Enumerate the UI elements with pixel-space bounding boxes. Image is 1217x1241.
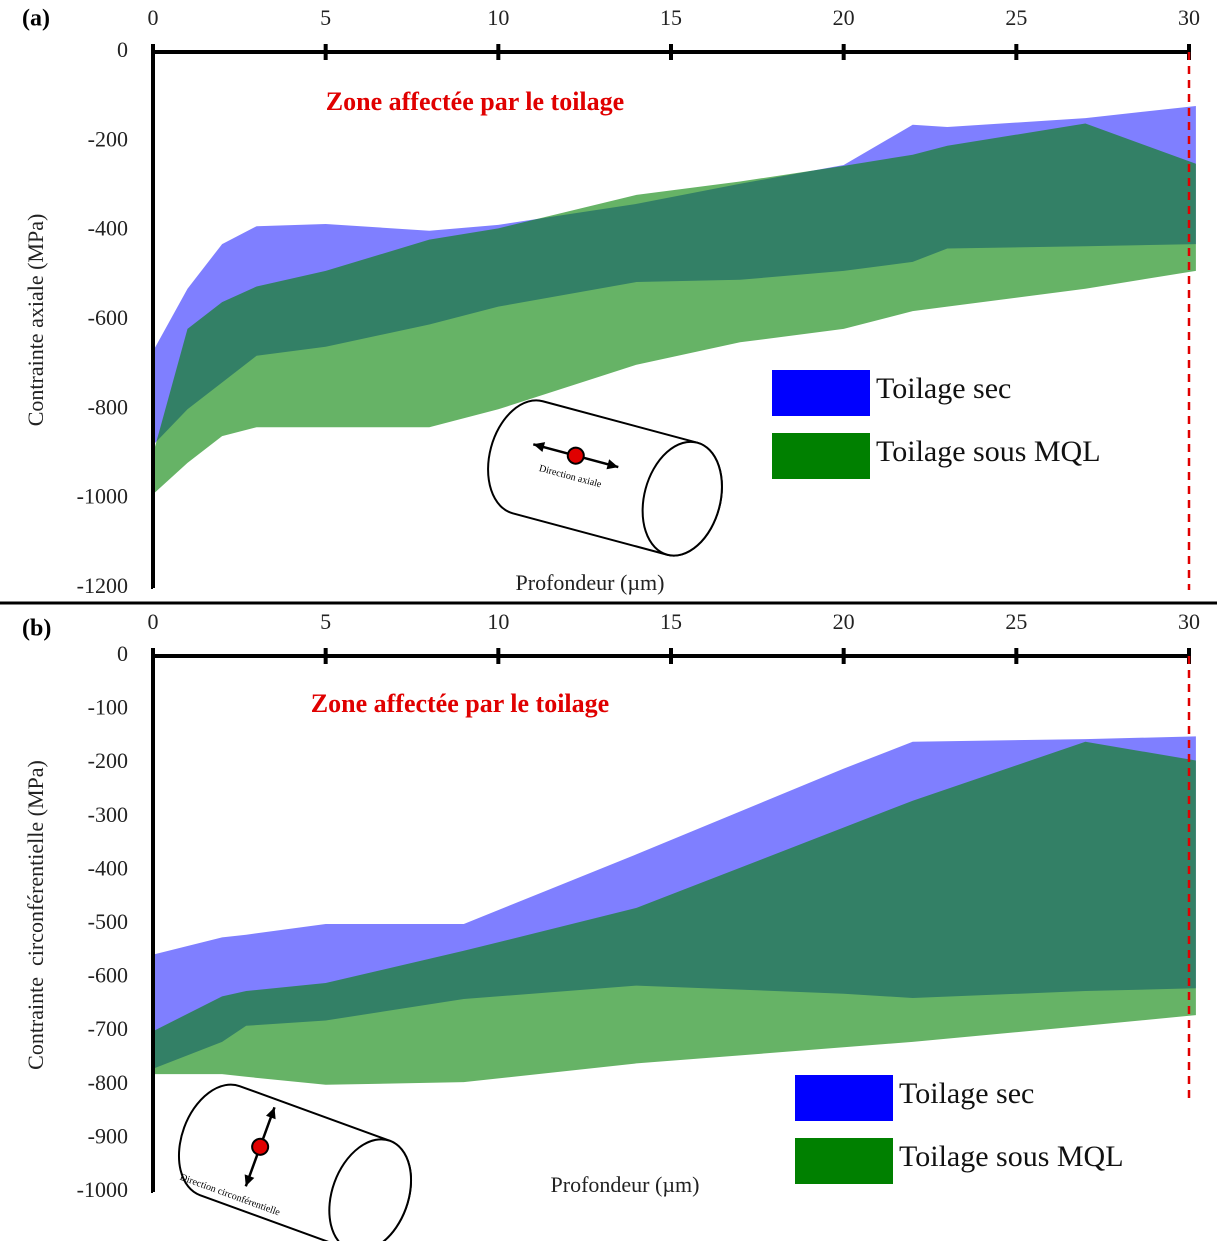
x-tick-label: 5 — [320, 609, 331, 634]
y-tick-label: -200 — [88, 126, 128, 151]
y-tick-label: -1200 — [77, 573, 128, 598]
y-tick-label: -1000 — [77, 484, 128, 509]
cylinder-diagram: Direction circonférentielle — [177, 1083, 413, 1241]
stress-band — [153, 741, 1196, 1085]
arrow-head — [606, 459, 619, 470]
panel-label: (a) — [22, 6, 50, 32]
zone-annotation: Zone affectée par le toilage — [326, 87, 624, 116]
x-tick-label: 25 — [1005, 609, 1027, 634]
x-tick-label: 20 — [833, 5, 855, 30]
x-tick-label: 20 — [833, 609, 855, 634]
x-tick-label: 25 — [1005, 5, 1027, 30]
stress-band — [153, 123, 1196, 495]
legend-label: Toilage sous MQL — [899, 1140, 1124, 1173]
x-axis-title: Profondeur (µm) — [551, 1172, 700, 1197]
x-tick-label: 0 — [148, 609, 159, 634]
cylinder-end — [641, 440, 723, 557]
x-axis-title: Profondeur (µm) — [516, 570, 665, 595]
x-tick-label: 5 — [320, 5, 331, 30]
legend-swatch — [772, 433, 870, 479]
y-tick-label: -600 — [88, 963, 128, 988]
y-tick-label: 0 — [117, 641, 128, 666]
y-tick-label: -800 — [88, 1070, 128, 1095]
legend-swatch — [795, 1138, 893, 1184]
x-tick-label: 15 — [660, 5, 682, 30]
cylinder-end — [328, 1138, 413, 1241]
arrow-head — [533, 442, 546, 453]
measure-point — [566, 446, 585, 465]
cylinder-diagram: Direction axiale — [487, 399, 723, 557]
legend-swatch — [795, 1075, 893, 1121]
y-tick-label: -600 — [88, 305, 128, 330]
arrow-head — [244, 1174, 255, 1187]
legend-label: Toilage sous MQL — [876, 435, 1101, 468]
y-tick-label: -900 — [88, 1123, 128, 1148]
x-tick-label: 30 — [1178, 5, 1200, 30]
y-tick-label: -500 — [88, 909, 128, 934]
legend-label: Toilage sec — [899, 1077, 1034, 1110]
y-axis-title: Contrainte axiale (MPa) — [23, 214, 48, 427]
x-tick-label: 10 — [487, 5, 509, 30]
y-axis-title: Contrainte circonférentielle (MPa) — [23, 760, 48, 1070]
panel-label: (b) — [22, 616, 51, 642]
y-tick-label: -100 — [88, 695, 128, 720]
y-tick-label: -700 — [88, 1016, 128, 1041]
arrow-head — [265, 1107, 276, 1120]
x-tick-label: 15 — [660, 609, 682, 634]
x-tick-label: 30 — [1178, 609, 1200, 634]
legend-swatch — [772, 370, 870, 416]
y-tick-label: -200 — [88, 748, 128, 773]
y-tick-label: -300 — [88, 802, 128, 827]
y-tick-label: -400 — [88, 216, 128, 241]
legend-label: Toilage sec — [876, 372, 1011, 405]
x-tick-label: 10 — [487, 609, 509, 634]
y-tick-label: 0 — [117, 37, 128, 62]
x-tick-label: 0 — [148, 5, 159, 30]
measure-point — [251, 1137, 270, 1156]
y-tick-label: -800 — [88, 394, 128, 419]
y-tick-label: -1000 — [77, 1177, 128, 1202]
zone-annotation: Zone affectée par le toilage — [311, 689, 609, 718]
y-tick-label: -400 — [88, 855, 128, 880]
